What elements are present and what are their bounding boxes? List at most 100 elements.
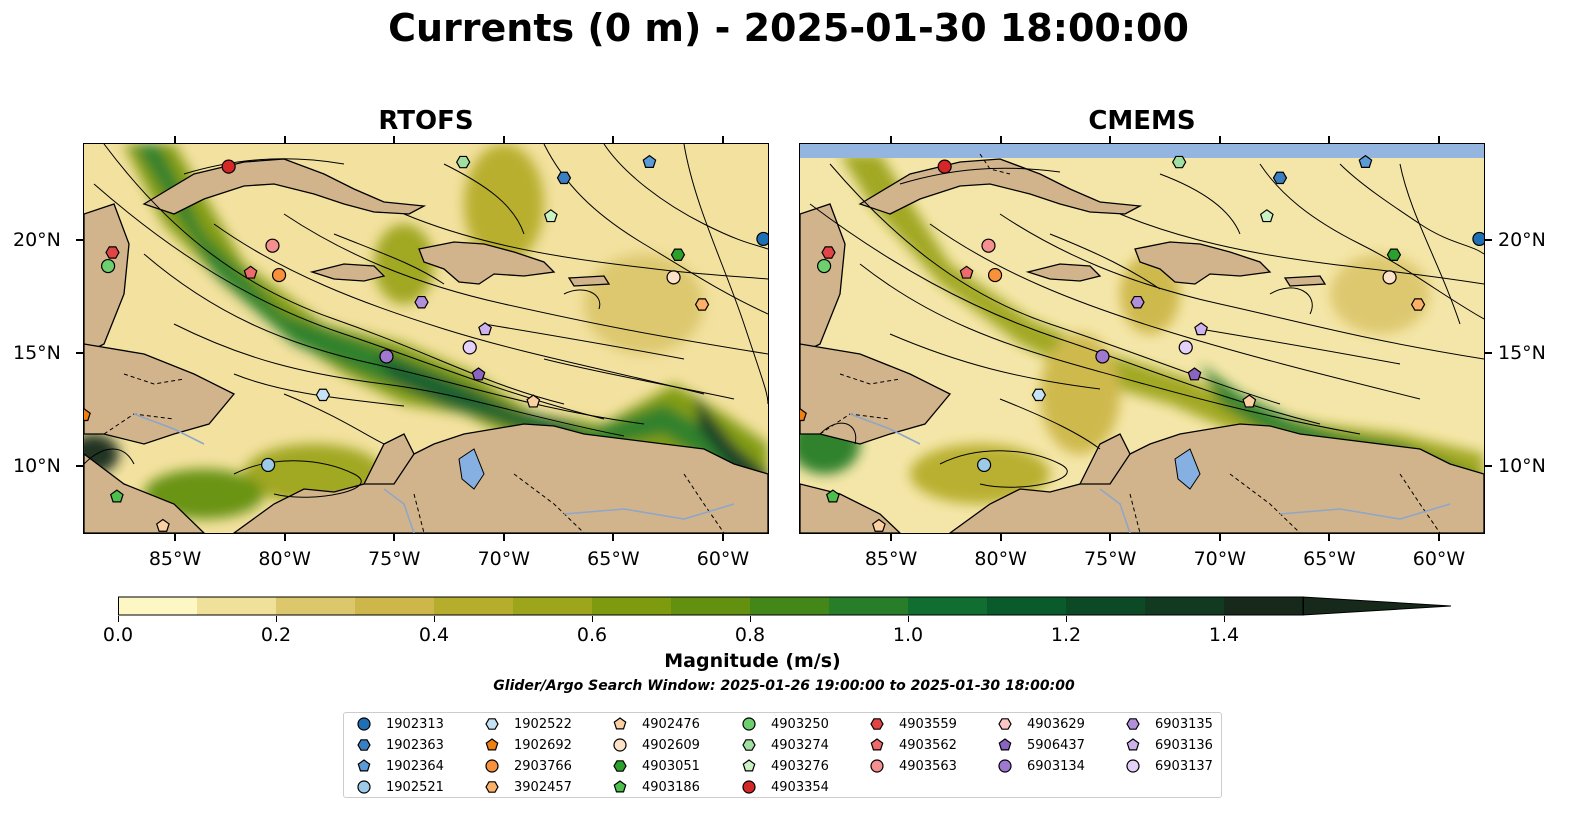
colorbar-segment: [513, 597, 593, 615]
float-marker-2903766: [271, 267, 287, 283]
lat-tick-label: 20°N: [13, 229, 61, 252]
cuba: [858, 158, 1143, 215]
colorbar-extend-arrow: [1302, 596, 1452, 616]
lon-tick-label: 65°W: [587, 548, 640, 570]
float-marker-1902363: [1272, 171, 1288, 185]
colorbar-segment: [987, 597, 1067, 615]
legend-label: 4902609: [642, 737, 700, 753]
lat-tick-mark: [1485, 239, 1492, 242]
legend-label: 4903276: [771, 758, 829, 774]
lon-tick-label: 60°W: [1412, 548, 1466, 570]
streamlines: [84, 144, 768, 498]
colorbar-tick-label: 0.0: [102, 624, 134, 646]
float-marker-4903276: [1259, 209, 1274, 223]
circle-marker-icon: [742, 780, 756, 794]
pentagon-marker-icon: [485, 738, 499, 751]
legend-label: 1902692: [514, 737, 572, 753]
colorbar-segment: [1224, 597, 1304, 615]
legend-marker: [485, 738, 499, 751]
float-marker-4903563: [265, 238, 280, 253]
circle-marker-icon: [1126, 759, 1140, 773]
float-legend: 1902313 1902363 1902364 1902521 1902522 19026…: [343, 712, 1222, 798]
legend-label: 4903629: [1027, 716, 1085, 732]
colorbar: [118, 596, 1453, 616]
legend-item: 1902313: [356, 714, 444, 734]
legend-item: 6903135: [1125, 714, 1213, 734]
float-marker-4902609: [666, 270, 681, 285]
float-marker-4902476: [1242, 394, 1257, 408]
float-marker-6903134: [1095, 349, 1110, 364]
lat-tick-mark: [76, 239, 83, 242]
pentagon-marker-icon: [613, 717, 627, 730]
lon-tick-label: 85°W: [148, 548, 202, 570]
hexagon-marker-icon: [485, 781, 499, 793]
lon-tick-mark: [1218, 534, 1221, 541]
legend-item: 6903136: [1125, 735, 1213, 755]
hexagon-marker-icon: [870, 718, 884, 730]
legend-marker: [742, 780, 756, 794]
map-panel-rtofs[interactable]: [83, 143, 769, 534]
colorbar-segment: [1066, 597, 1146, 615]
hexagon-marker-icon: [1126, 718, 1140, 730]
colorbar-bar: [118, 596, 1452, 616]
legend-marker: [357, 739, 371, 751]
hispaniola: [1134, 241, 1272, 285]
colorbar-label: Magnitude (m/s): [664, 650, 841, 672]
legend-marker: [1126, 718, 1140, 730]
float-marker-6903135: [1130, 295, 1145, 309]
float-marker-4902476: [872, 518, 886, 532]
float-marker-1902313: [756, 231, 768, 247]
map-panel-cmems[interactable]: [799, 143, 1485, 534]
float-marker-4902476: [526, 394, 541, 408]
lon-tick-mark: [890, 534, 893, 541]
legend-label: 4903186: [642, 779, 700, 795]
central-america-north: [800, 343, 952, 445]
lon-tick-mark: [174, 534, 177, 541]
central-america-south: [84, 453, 205, 533]
colorbar-segment: [276, 597, 356, 615]
colorbar-tick-mark: [275, 616, 277, 622]
legend-item: 4903051: [612, 756, 700, 776]
lon-tick-mark: [1218, 136, 1221, 143]
pentagon-marker-icon: [357, 759, 371, 772]
jamaica: [1025, 263, 1102, 282]
colorbar-segment: [908, 597, 988, 615]
lat-tick-label: 10°N: [13, 455, 61, 478]
lon-tick-mark: [393, 136, 396, 143]
legend-label: 1902522: [514, 716, 572, 732]
float-marker-4903562: [959, 265, 974, 279]
colorbar-tick-label: 1.0: [892, 624, 924, 646]
legend-item: 5906437: [997, 735, 1085, 755]
legend-item: 4903629: [997, 714, 1085, 734]
legend-label: 1902313: [386, 716, 444, 732]
float-marker-1902364: [1358, 154, 1373, 168]
lon-tick-mark: [1328, 534, 1331, 541]
colorbar-tick-label: 0.6: [576, 624, 608, 646]
float-marker-4903559: [821, 246, 836, 259]
legend-label: 5906437: [1027, 737, 1085, 753]
streamlines: [809, 163, 1484, 488]
legend-label: 6903134: [1027, 758, 1085, 774]
legend-label: 4903250: [771, 716, 829, 732]
lon-tick-mark: [1437, 136, 1440, 143]
puerto-rico: [567, 275, 611, 287]
float-marker-4903559: [105, 246, 120, 259]
legend-label: 2903766: [514, 758, 572, 774]
circle-marker-icon: [870, 759, 884, 773]
float-marker-4903250: [817, 258, 832, 274]
legend-label: 6903137: [1155, 758, 1213, 774]
search-window-text: Glider/Argo Search Window: 2025-01-26 19…: [493, 678, 1075, 694]
float-marker-4903562: [243, 265, 258, 279]
legend-marker: [870, 738, 884, 751]
legend-item: 6903137: [1125, 756, 1213, 776]
legend-item: 4903559: [869, 714, 957, 734]
legend-label: 6903136: [1155, 737, 1213, 753]
float-marker-6903137: [1178, 340, 1193, 355]
float-marker-4903051: [1386, 248, 1402, 261]
legend-marker: [998, 718, 1012, 730]
pentagon-marker-icon: [870, 738, 884, 751]
circle-marker-icon: [357, 780, 371, 794]
colorbar-segment: [118, 597, 198, 615]
colorbar-tick-mark: [749, 616, 751, 622]
colorbar-segment: [1145, 597, 1225, 615]
